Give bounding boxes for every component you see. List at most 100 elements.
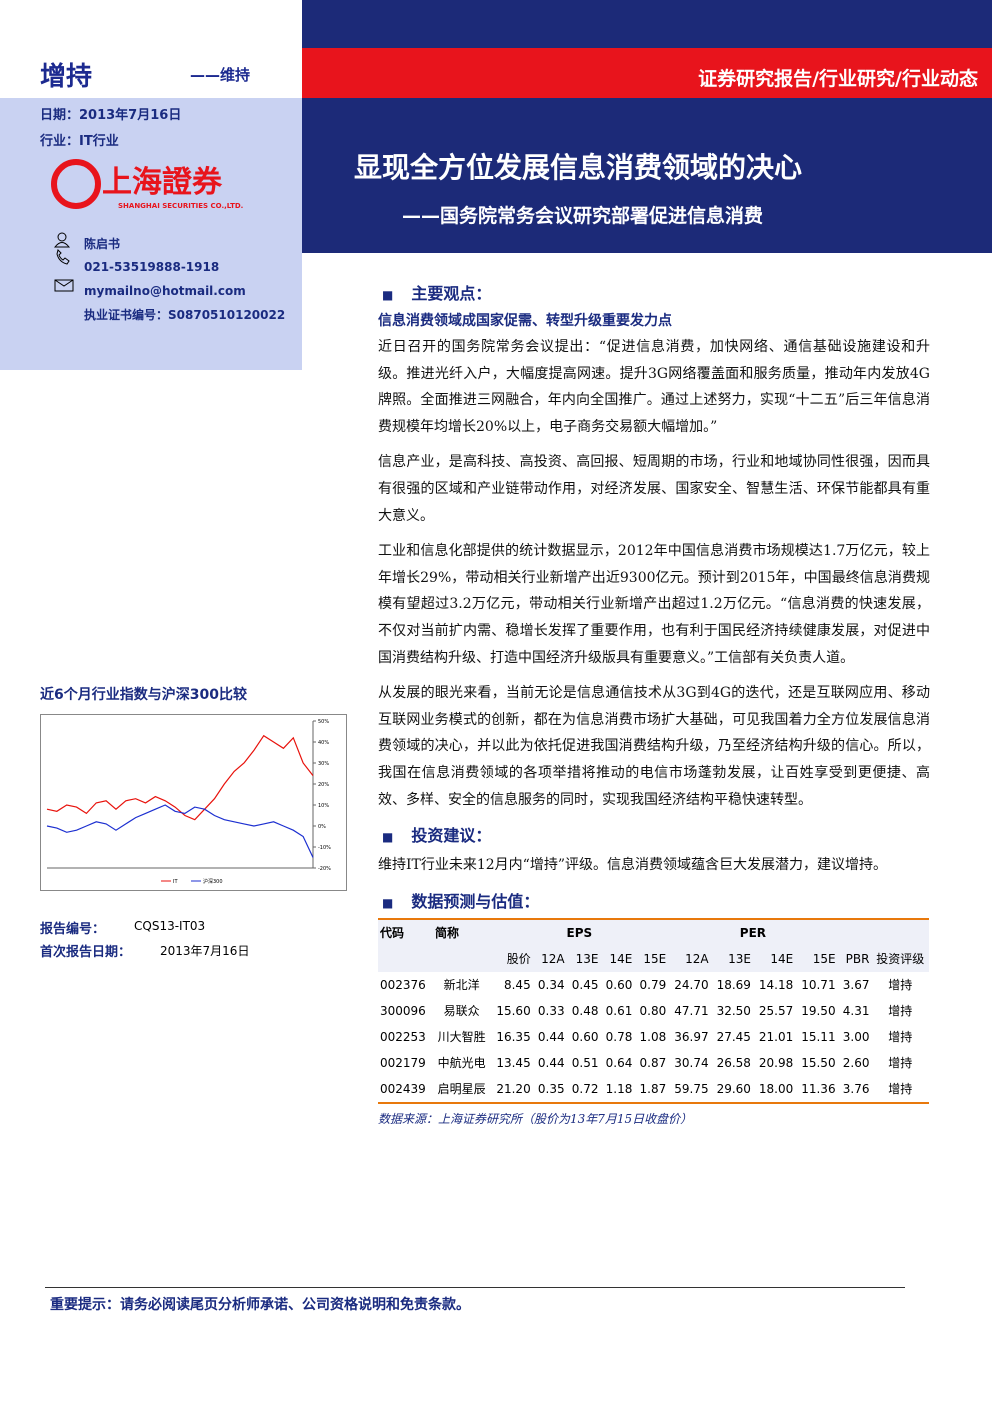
subheading: 信息消费领域成国家促需、转型升级重要发力点	[378, 313, 672, 329]
table-cell: 10.71	[801, 977, 836, 992]
table-cell: 13.45	[496, 1055, 531, 1070]
footer-notice: 重要提示：请务必阅读尾页分析师承诺、公司资格说明和免责条款。	[50, 1297, 470, 1313]
y-tick-label: 10%	[318, 803, 329, 809]
table-cell: 24.70	[674, 977, 709, 992]
sidebar	[0, 98, 302, 370]
y-tick-label: 20%	[318, 782, 329, 788]
table-cell: 29.60	[716, 1081, 751, 1096]
subheader-cell: 15E	[643, 951, 667, 966]
axis: -20% -10% 0% 10% 20% 30% 40% 50%	[47, 719, 331, 872]
section-heading: 投资建议：	[378, 822, 930, 846]
table-cell: 0.79	[639, 977, 667, 992]
table-cell: 1.18	[605, 1081, 633, 1096]
table-row: 002179 中航光电 13.45 0.44 0.51 0.64 0.87 30.74 26.5…	[378, 1050, 929, 1076]
y-tick-label: -10%	[318, 845, 331, 851]
header-cell	[433, 946, 490, 972]
table-cell: 002179	[380, 1055, 426, 1070]
rating-change: ——维持	[190, 66, 251, 84]
table-source: 数据来源：上海证券研究所（股价为13年7月15日收盘价）	[378, 1111, 693, 1126]
logo-ring	[51, 159, 101, 209]
paragraph: 维持IT行业未来12月内“增持”评级。信息消费领域蕴含巨大发展潜力，建议增持。	[378, 857, 887, 874]
header-cell	[838, 919, 929, 946]
subheader-cell: 投资评级	[876, 952, 925, 967]
table-cell: 3.00	[842, 1029, 870, 1044]
table-cell: 0.45	[571, 977, 599, 992]
series-line	[46, 804, 314, 858]
table-cell: 36.97	[674, 1029, 709, 1044]
y-tick-label: 30%	[318, 761, 329, 767]
table-cell: 1.87	[639, 1081, 667, 1096]
table-cell: 2.60	[842, 1055, 870, 1070]
table-cell: 18.69	[716, 977, 751, 992]
table-cell: 8.45	[503, 977, 531, 992]
report-number: CQS13-IT03	[134, 919, 206, 933]
paragraph: 从发展的眼光来看，当前无论是信息通信技术从3G到4G的迭代，还是互联网应用、移动…	[378, 685, 930, 808]
table-cell: 增持	[888, 1056, 913, 1071]
valuation-table: 代码 简称 EPS PER 股价 12A 13E 14E 15E 12A 13E 14E 15E…	[378, 917, 929, 1104]
table-row: 002376 新北洋 8.45 0.34 0.45 0.60 0.79 24.70 18.69 1…	[378, 972, 929, 998]
subheader-cell: 14E	[609, 951, 633, 966]
section-heading: 主要观点：	[378, 280, 930, 304]
table-cell: 59.75	[674, 1081, 709, 1096]
subheader-cell: 12A	[685, 951, 709, 966]
subheader-cell: 14E	[770, 951, 794, 966]
legend-label: 沪深300	[203, 878, 223, 885]
series-line	[46, 734, 314, 821]
date: 日期：2013年7月16日	[40, 108, 182, 123]
section-heading: 数据预测与估值：	[378, 888, 930, 912]
header-row: 代码 简称 EPS PER	[378, 918, 929, 946]
subheader-cell: 15E	[812, 951, 836, 966]
table-cell: 15.50	[801, 1055, 836, 1070]
subtitle: ——国务院常务会议研究部署促进信息消费	[402, 205, 764, 227]
table-cell: 27.45	[716, 1029, 751, 1044]
table-cell: 300096	[380, 1003, 426, 1018]
table-cell: 002253	[380, 1029, 426, 1044]
table-cell: 0.44	[537, 1029, 565, 1044]
table-cell: 0.64	[605, 1055, 633, 1070]
first-date: 2013年7月16日	[160, 944, 250, 958]
y-tick-label: -20%	[318, 866, 331, 872]
table-cell: 16.35	[496, 1029, 531, 1044]
contact-icons	[54, 232, 74, 292]
table-cell: 0.87	[639, 1055, 667, 1070]
table-cell: 30.74	[674, 1055, 709, 1070]
table-cell: 18.00	[758, 1081, 794, 1096]
title-block: 显现全方位发展信息消费领域的决心 ——国务院常务会议研究部署促进信息消费	[302, 98, 992, 253]
table-cell: 21.20	[496, 1081, 531, 1096]
report-number-label: 报告编号：	[40, 922, 106, 937]
subheader-cell: 13E	[728, 951, 751, 966]
logo-english: SHANGHAI SECURITIES CO.,LTD.	[118, 202, 243, 210]
paragraph: 近日召开的国务院常务会议提出：“促进信息消费，加快网络、通信基础设施建设和升级。…	[378, 339, 930, 435]
industry: 行业：IT行业	[40, 134, 119, 149]
table-cell: 0.33	[537, 1003, 565, 1018]
table-row: 002253 川大智胜 16.35 0.44 0.60 0.78 1.08 36.97 27.4…	[378, 1024, 929, 1050]
table-cell: 新北洋	[443, 978, 480, 993]
body: 主要观点： 信息消费领域成国家促需、转型升级重要发力点 近日召开的国务院常务会议…	[378, 274, 930, 1127]
header-cell	[378, 946, 433, 972]
table-cell: 3.67	[842, 977, 870, 992]
table-cell: 0.48	[571, 1003, 599, 1018]
table-cell: 21.01	[758, 1029, 794, 1044]
table-cell: 3.76	[842, 1081, 870, 1096]
table-cell: 19.50	[801, 1003, 836, 1018]
header-cell: 代码	[380, 926, 405, 941]
subheader-cell: 12A	[541, 951, 565, 966]
table-cell: 11.36	[801, 1081, 836, 1096]
report-type: 证券研究报告/行业研究/行业动态	[302, 48, 992, 98]
table-cell: 15.11	[801, 1029, 836, 1044]
logo: 上海證券 SHANGHAI SECURITIES CO.,LTD.	[51, 159, 243, 210]
table-cell: 0.51	[571, 1055, 599, 1070]
top-bar	[302, 0, 992, 48]
analyst-license: 执业证书编号：S0870510120022	[84, 308, 286, 322]
table-cell: 中航光电	[437, 1056, 486, 1071]
analyst-name: 陈启书	[84, 237, 121, 251]
table-cell: 0.72	[571, 1081, 599, 1096]
table-cell: 002439	[380, 1081, 426, 1096]
subheader-cell: PBR	[845, 951, 870, 966]
table-cell: 25.57	[758, 1003, 794, 1018]
table-cell: 增持	[888, 1082, 913, 1097]
table-cell: 启明星辰	[437, 1082, 486, 1097]
subheader-row: 股价 12A 13E 14E 15E 12A 13E 14E 15E PBR 投资评级	[378, 945, 929, 972]
table-cell: 0.60	[571, 1029, 599, 1044]
